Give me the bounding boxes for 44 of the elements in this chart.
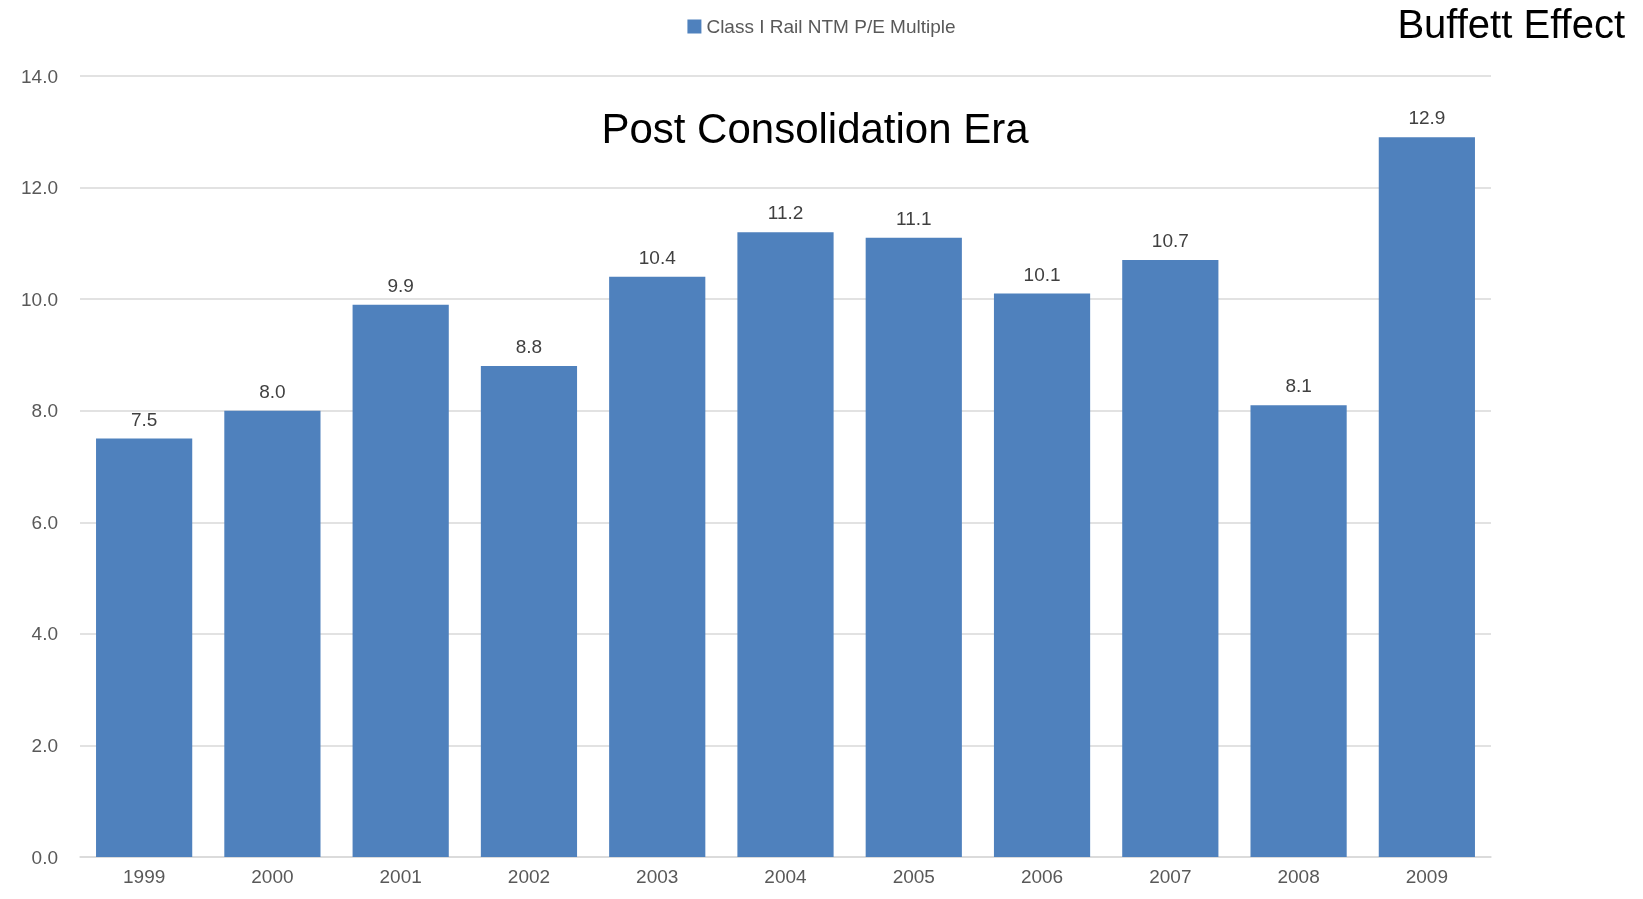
bar [609, 276, 706, 857]
y-tick-label: 2.0 [31, 734, 58, 756]
x-tick-label: 2003 [636, 866, 679, 887]
x-tick-label: 2006 [1020, 866, 1064, 887]
data-label: 10.1 [1023, 263, 1061, 285]
bar [737, 232, 834, 857]
data-label: 8.8 [515, 336, 543, 358]
x-tick-label: 2004 [764, 866, 808, 887]
text: Post Consolidation Era [601, 104, 1030, 152]
bar [352, 304, 449, 857]
y-tick-label: 0.0 [31, 846, 58, 868]
data-label: 9.9 [387, 274, 414, 296]
x-tick-label: 2001 [379, 866, 422, 887]
data-label: 10.7 [1151, 230, 1189, 252]
x-tick-label: 1999 [123, 866, 166, 887]
bar [1250, 405, 1347, 857]
data-label: 8.1 [1285, 375, 1312, 397]
y-tick-label: 14.0 [21, 65, 58, 87]
x-tick-label: 2000 [251, 866, 294, 887]
data-label: 7.5 [130, 408, 158, 430]
bar [480, 366, 578, 857]
x-tick-label: 2009 [1405, 866, 1448, 887]
legend-label: Class I Rail NTM P/E Multiple [706, 16, 956, 37]
data-label: 12.9 [1408, 107, 1446, 129]
x-tick-label: 2002 [507, 866, 551, 887]
data-label: 11.1 [895, 207, 932, 229]
x-tick-label: 2008 [1277, 866, 1320, 887]
bar [96, 438, 193, 857]
y-tick-label: 12.0 [21, 177, 58, 199]
y-tick-label: 6.0 [31, 511, 58, 533]
x-tick-label: 2005 [892, 866, 935, 887]
x-tick-label: 2007 [1149, 866, 1192, 887]
data-label: 10.4 [638, 246, 677, 268]
y-tick-label: 4.0 [31, 623, 58, 645]
bar [1378, 137, 1475, 857]
bar [865, 237, 962, 857]
bar [224, 410, 321, 857]
data-label: 8.0 [259, 380, 286, 402]
bar [1122, 260, 1219, 857]
bar [993, 293, 1091, 857]
data-label: 11.2 [767, 202, 804, 224]
y-tick-label: 10.0 [21, 288, 58, 310]
y-tick-label: 8.0 [31, 400, 58, 422]
text: Buffett Effect [1397, 2, 1625, 46]
